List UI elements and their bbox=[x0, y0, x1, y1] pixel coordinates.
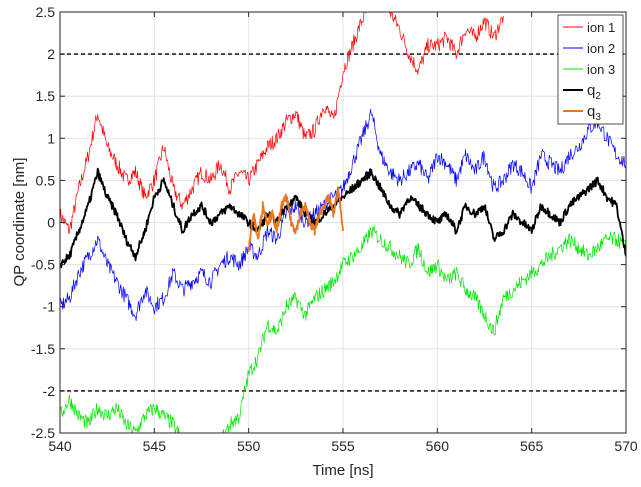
y-tick-label: 1 bbox=[47, 130, 55, 146]
x-tick-label: 570 bbox=[614, 438, 638, 454]
x-axis-label: Time [ns] bbox=[312, 462, 373, 479]
tick-group: 540 545 550 555 560 565 570 -2.5 -2 -1.5 -1 -0.5 0 0.… bbox=[31, 4, 638, 454]
series-line-ion-2 bbox=[60, 108, 626, 322]
legend-label-1: ion 2 bbox=[587, 41, 615, 56]
legend-label-0: ion 1 bbox=[587, 20, 615, 35]
series-line-ion-3 bbox=[60, 225, 626, 433]
y-tick-label: 0.5 bbox=[36, 172, 56, 188]
y-tick-label: -1.5 bbox=[31, 341, 55, 357]
series-line-q3 bbox=[247, 186, 344, 252]
series-line-q2 bbox=[60, 167, 626, 269]
x-tick-label: 545 bbox=[143, 438, 167, 454]
series-group bbox=[60, 12, 626, 433]
y-tick-label: -2 bbox=[43, 383, 56, 399]
x-tick-label: 555 bbox=[331, 438, 355, 454]
x-tick-label: 550 bbox=[237, 438, 261, 454]
y-tick-label: 2 bbox=[47, 46, 55, 62]
y-tick-label: 1.5 bbox=[36, 88, 56, 104]
x-tick-label: 565 bbox=[520, 438, 544, 454]
y-tick-label: 2.5 bbox=[36, 4, 56, 20]
series-line-ion-1 bbox=[60, 12, 504, 234]
y-tick-label: -0.5 bbox=[31, 257, 55, 273]
y-axis-label: QP coordinate [nm] bbox=[11, 158, 28, 287]
x-tick-label: 540 bbox=[48, 438, 72, 454]
x-tick-label: 560 bbox=[426, 438, 450, 454]
y-tick-label: 0 bbox=[47, 215, 55, 231]
legend-label-2: ion 3 bbox=[587, 62, 615, 77]
y-tick-label: -2.5 bbox=[31, 425, 55, 441]
reference-lines bbox=[60, 53, 626, 392]
y-tick-label: -1 bbox=[43, 299, 56, 315]
